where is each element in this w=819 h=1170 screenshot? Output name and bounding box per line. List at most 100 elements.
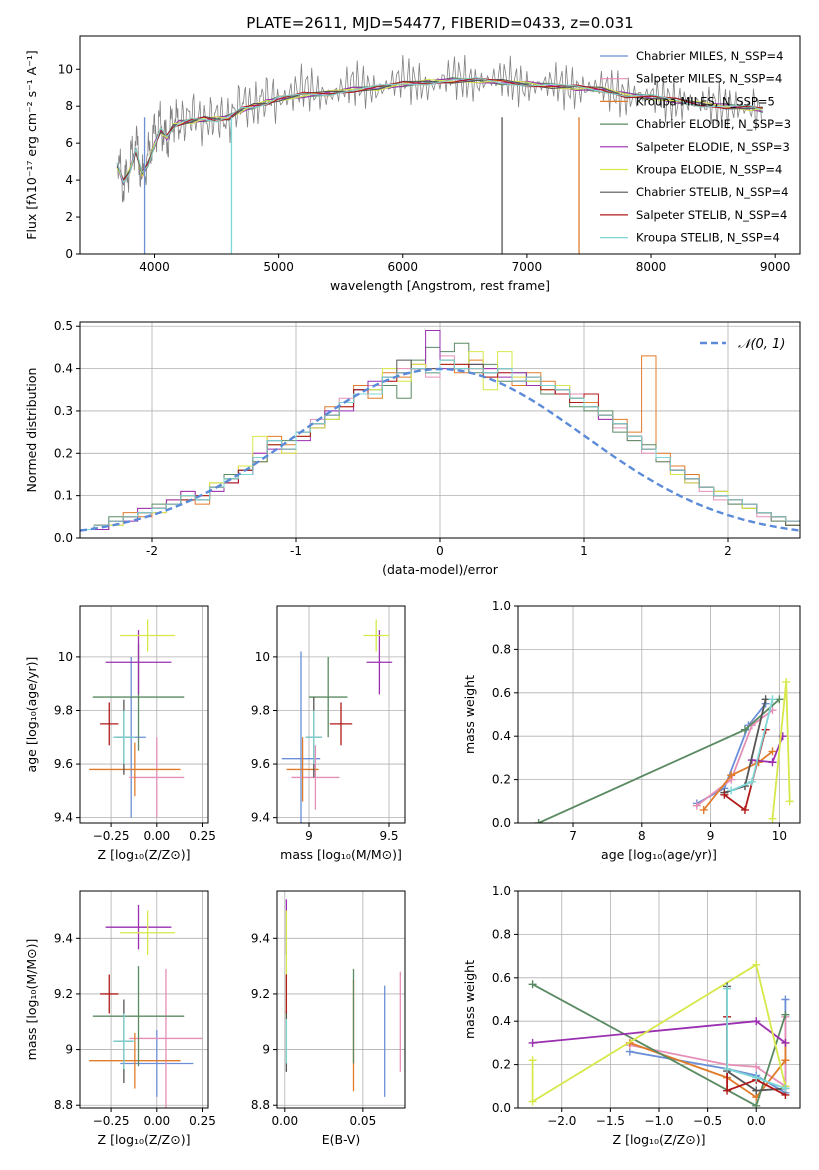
- y-axis-label: mass weight: [462, 960, 477, 1039]
- mass-weight-marker-7: [740, 805, 749, 814]
- x-tick-label: 1: [580, 544, 588, 558]
- x-tick-label: −2.0: [547, 1114, 576, 1128]
- legend-label-7: Salpeter STELIB, N_SSP=4: [636, 208, 787, 222]
- y-tick-label: 8.8: [54, 1098, 73, 1112]
- y-tick-label: 2: [65, 210, 73, 224]
- legend-label-8: Kroupa STELIB, N_SSP=4: [636, 231, 780, 245]
- x-axis-label: Z [log₁₀(Z/Z⊙)]: [613, 1132, 706, 1147]
- y-tick-label: 10: [255, 650, 270, 664]
- legend-label-5: Kroupa ELODIE, N_SSP=4: [636, 163, 782, 177]
- mass-weight-marker-1: [752, 1062, 761, 1071]
- mass-weight-marker-5: [785, 797, 794, 806]
- x-tick-label: 0.00: [143, 829, 170, 843]
- x-axis-label: E(B-V): [322, 1132, 361, 1147]
- mass-weight-marker-4: [781, 1038, 790, 1047]
- y-tick-label: 9.6: [54, 757, 73, 771]
- legend-label-1: Salpeter MILES, N_SSP=4: [636, 72, 782, 86]
- mass-weight-marker-6: [761, 695, 770, 704]
- mass-weight-marker-8: [768, 695, 777, 704]
- y-tick-label: 0.4: [492, 729, 511, 743]
- y-tick-label: 0.0: [492, 816, 511, 830]
- x-tick-label: 9: [707, 829, 715, 843]
- mass-weight-marker-5: [528, 1056, 537, 1065]
- chart-layer: 4000 5000 6000 7000 8000 90000246810wavelengt…: [24, 35, 801, 1147]
- plot-area-mass_vs_EBV: [285, 899, 401, 1097]
- plot-area-mass_weight_vs_age: [534, 677, 794, 823]
- mass-weight-marker-8: [781, 1084, 790, 1093]
- mass-weight-marker-8: [727, 786, 736, 795]
- x-tick-label: 9000: [760, 260, 791, 274]
- axes-frame: [517, 605, 801, 824]
- mass-weight-marker-3: [534, 819, 543, 823]
- normal-reference-curve: [80, 367, 800, 532]
- legend-label-normal: 𝒩(0, 1): [738, 337, 785, 352]
- x-tick-label: 6000: [387, 260, 418, 274]
- y-tick-label: 0.0: [54, 531, 73, 545]
- y-tick-label: 9.4: [251, 931, 270, 945]
- y-tick-label: 0.1: [54, 489, 73, 503]
- mass-weight-marker-6: [752, 1086, 761, 1095]
- panel-spectrum: 4000 5000 6000 7000 8000 9000 0 2 4 6 8 10 wavelengt…: [24, 35, 801, 293]
- y-tick-label: 1.0: [492, 599, 511, 613]
- axes-frame: [276, 605, 406, 824]
- x-tick-label: 0.00: [271, 1114, 298, 1128]
- x-tick-label: -2: [146, 544, 158, 558]
- x-tick-label: 0: [436, 544, 444, 558]
- y-tick-label: 9.4: [54, 811, 73, 825]
- y-tick-label: 0.0: [492, 1101, 511, 1115]
- mass-weight-marker-8: [747, 777, 756, 786]
- mass-weight-marker-3: [775, 695, 784, 704]
- x-axis-label: Z [log₁₀(Z/Z⊙)]: [98, 1132, 191, 1147]
- y-tick-label: 0.8: [492, 927, 511, 941]
- mass-weight-marker-0: [781, 995, 790, 1004]
- y-tick-label: 9.6: [251, 757, 270, 771]
- axes-frame: [79, 605, 209, 824]
- axes-frame: [517, 890, 801, 1109]
- panel-age_vs_Z: −0.25 0.00 0.25 9.4 9.6 9.8 10 Z [log₁₀(Z/Z⊙)] a…: [24, 605, 216, 862]
- legend-label-2: Kroupa MILES, N_SSP=5: [636, 94, 775, 108]
- x-tick-label: 2: [724, 544, 732, 558]
- x-axis-label: (data-model)/error: [382, 562, 499, 577]
- mass-weight-line-1: [696, 709, 774, 807]
- x-tick-label: −1.5: [596, 1114, 625, 1128]
- y-tick-label: 8.8: [251, 1098, 270, 1112]
- mass-weight-marker-4: [768, 758, 777, 767]
- plot-area-spectrum: [116, 54, 764, 254]
- observed-spectrum: [116, 54, 763, 203]
- y-tick-label: 10: [58, 62, 73, 76]
- legend-label-6: Chabrier STELIB, N_SSP=4: [636, 185, 788, 199]
- plot-area-residuals: [80, 330, 800, 532]
- x-axis-label: wavelength [Angstrom, rest frame]: [330, 278, 550, 293]
- y-tick-label: 8: [65, 99, 73, 113]
- plot-area-mass_weight_vs_Z: [528, 960, 790, 1108]
- mass-weight-marker-4: [752, 1017, 761, 1026]
- mass-weight-marker-2: [768, 747, 777, 756]
- y-tick-label: 9.4: [54, 931, 73, 945]
- y-tick-label: 0.3: [54, 404, 73, 418]
- legend-label-0: Chabrier MILES, N_SSP=4: [636, 49, 783, 63]
- x-tick-label: 10: [772, 829, 787, 843]
- mass-weight-line-3: [538, 698, 780, 823]
- y-tick-label: 9: [262, 1043, 270, 1057]
- y-tick-label: 0.4: [492, 1014, 511, 1028]
- mass-weight-line-8: [730, 699, 774, 792]
- x-tick-label: 0.0: [747, 1114, 766, 1128]
- mass-weight-marker-2: [727, 771, 736, 780]
- mass-weight-marker-7: [720, 790, 729, 799]
- mass-weight-line-5: [531, 963, 787, 1104]
- x-tick-label: 8: [638, 829, 646, 843]
- y-axis-label: Normed distribution: [24, 368, 39, 493]
- mass-weight-marker-8: [723, 1064, 732, 1073]
- mass-weight-marker-5: [752, 960, 761, 969]
- y-tick-label: 0.6: [492, 686, 511, 700]
- x-tick-label: 5000: [263, 260, 294, 274]
- mass-weight-marker-7: [723, 1086, 732, 1095]
- y-tick-label: 0.5: [54, 319, 73, 333]
- x-tick-label: 0.25: [189, 1114, 216, 1128]
- mass-weight-marker-2: [699, 805, 708, 814]
- x-tick-label: 9.5: [379, 829, 398, 843]
- x-tick-label: 0.25: [189, 829, 216, 843]
- x-tick-label: 7: [569, 829, 577, 843]
- x-tick-label: -1: [290, 544, 302, 558]
- plot-area-age_vs_Z: [89, 619, 185, 818]
